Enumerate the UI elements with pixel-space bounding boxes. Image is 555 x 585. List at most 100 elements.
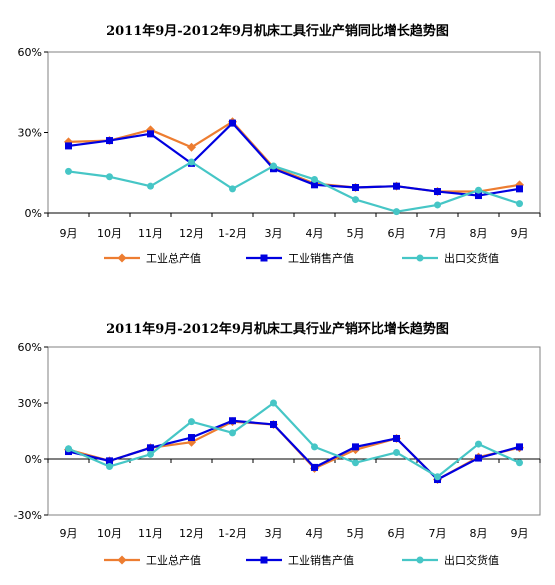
legend-item: 工业销售产值 xyxy=(246,550,354,570)
legend-marker xyxy=(117,253,127,263)
data-point xyxy=(475,440,482,448)
data-point xyxy=(516,200,523,208)
x-tick-label: 1-2月 xyxy=(218,227,247,240)
y-tick-label: 0% xyxy=(25,207,42,220)
legend-label: 出口交货值 xyxy=(444,554,499,567)
data-point xyxy=(147,130,154,138)
data-point xyxy=(229,119,236,127)
data-point xyxy=(106,137,113,145)
data-point xyxy=(229,429,236,437)
x-tick-label: 6月 xyxy=(388,227,406,240)
legend: 工业总产值 工业销售产值 出口交货值 xyxy=(0,550,555,570)
legend-label: 工业总产值 xyxy=(146,554,201,567)
data-point xyxy=(434,473,441,481)
data-point xyxy=(434,188,441,196)
x-tick-label: 9月 xyxy=(511,227,529,240)
x-tick-label: 6月 xyxy=(388,527,406,540)
legend-swatch xyxy=(104,253,140,263)
plot-frame xyxy=(47,51,541,214)
legend-swatch xyxy=(246,556,282,564)
legend-item: 工业总产值 xyxy=(104,248,201,268)
x-tick-label: 8月 xyxy=(470,527,488,540)
chart-yoy: 2011年9月-2012年9月机床工具行业产销同比增长趋势图 60% 30% 0% 9… xyxy=(0,0,555,290)
x-tick-label: 1-2月 xyxy=(218,527,247,540)
legend-item: 出口交货值 xyxy=(402,550,499,570)
x-tick-label: 7月 xyxy=(429,527,447,540)
data-point xyxy=(311,175,318,183)
legend-marker xyxy=(416,254,424,262)
data-point xyxy=(434,201,441,209)
plot-area: 60% 30% 0% -30% 9月 10月 11月 12月 1-2月 3月 4月 5月 6月 7月 8月 9… xyxy=(14,341,541,540)
data-point xyxy=(475,186,482,194)
x-tick-label: 10月 xyxy=(97,227,122,240)
chart-title: 2011年9月-2012年9月机床工具行业产销同比增长趋势图 xyxy=(106,24,449,39)
data-point xyxy=(393,434,400,442)
legend-marker xyxy=(260,556,268,564)
data-point xyxy=(188,434,195,442)
plot-frame xyxy=(47,346,541,516)
legend-item: 工业总产值 xyxy=(104,550,201,570)
legend-swatch xyxy=(104,555,140,565)
chart-mom: 2011年9月-2012年9月机床工具行业产销环比增长趋势图 60% 30% 0% -… xyxy=(0,290,555,585)
data-point xyxy=(187,142,196,152)
legend-swatch xyxy=(402,254,438,262)
x-tick-label: 11月 xyxy=(138,527,163,540)
data-point xyxy=(106,462,113,470)
data-point xyxy=(475,454,482,462)
data-point xyxy=(147,444,154,452)
series-line xyxy=(68,122,520,197)
data-point xyxy=(65,167,72,175)
x-tick-label: 5月 xyxy=(347,227,365,240)
x-tick-label: 9月 xyxy=(60,227,78,240)
legend-item: 出口交货值 xyxy=(402,248,499,268)
legend-marker xyxy=(416,556,424,564)
series-line xyxy=(68,401,520,478)
data-point xyxy=(393,208,400,216)
x-tick-label: 5月 xyxy=(347,527,365,540)
x-tick-label: 8月 xyxy=(470,227,488,240)
x-tick-label: 10月 xyxy=(97,527,122,540)
data-point xyxy=(188,158,195,166)
x-tick-label: 9月 xyxy=(511,527,529,540)
series-line xyxy=(68,419,520,481)
data-point xyxy=(188,418,195,426)
y-tick-label: 60% xyxy=(18,46,42,59)
data-point xyxy=(65,142,72,150)
x-tick-label: 4月 xyxy=(306,527,324,540)
legend-label: 出口交货值 xyxy=(444,252,499,265)
legend-label: 工业销售产值 xyxy=(288,252,354,265)
data-point xyxy=(516,443,523,451)
legend-swatch xyxy=(402,556,438,564)
series-line xyxy=(68,120,520,193)
legend-item: 工业销售产值 xyxy=(246,248,354,268)
y-tick-label: 60% xyxy=(18,341,42,354)
x-tick-label: 4月 xyxy=(306,227,324,240)
data-point xyxy=(229,417,236,425)
x-tick-label: 3月 xyxy=(265,227,283,240)
data-point xyxy=(352,184,359,192)
data-point xyxy=(352,196,359,204)
data-point xyxy=(311,181,318,189)
data-point xyxy=(270,162,277,170)
y-tick-label: 30% xyxy=(18,127,42,140)
data-point xyxy=(393,448,400,456)
data-point xyxy=(65,445,72,453)
data-point xyxy=(147,450,154,458)
data-point xyxy=(352,443,359,451)
x-tick-label: 9月 xyxy=(60,527,78,540)
x-tick-label: 7月 xyxy=(429,227,447,240)
data-point xyxy=(106,457,113,465)
series-line xyxy=(68,160,520,213)
data-point xyxy=(393,182,400,190)
legend: 工业总产值 工业销售产值 出口交货值 xyxy=(0,248,555,268)
x-tick-label: 11月 xyxy=(138,227,163,240)
legend-label: 工业销售产值 xyxy=(288,554,354,567)
plot-area: 60% 30% 0% 9月 10月 11月 12月 1-2月 3月 4月 5月 6月 7月 8月 9月 xyxy=(18,46,541,240)
x-tick-label: 3月 xyxy=(265,527,283,540)
data-point xyxy=(106,173,113,181)
y-tick-label: 0% xyxy=(25,453,42,466)
legend-marker xyxy=(117,555,127,565)
data-point xyxy=(270,399,277,407)
y-tick-label: -30% xyxy=(14,509,42,522)
legend-label: 工业总产值 xyxy=(146,252,201,265)
